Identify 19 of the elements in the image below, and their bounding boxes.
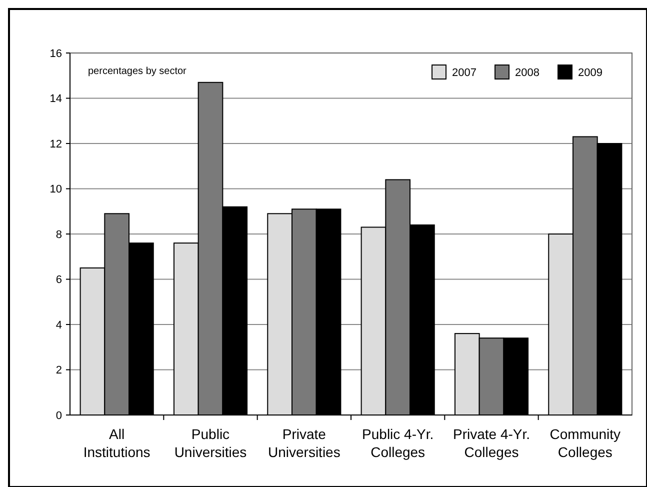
- x-tick-label: All Institutions: [83, 426, 150, 460]
- x-tick-label: Community Colleges: [550, 426, 621, 460]
- legend-label: 2009: [578, 66, 602, 79]
- y-tick-label: 0: [56, 410, 62, 422]
- y-tick-label: 12: [50, 138, 62, 150]
- y-tick-label: 8: [56, 228, 62, 241]
- annotation: percentages by sector: [88, 66, 188, 77]
- x-tick-label: Public 4-Yr. Colleges: [362, 426, 434, 460]
- x-tick-label: Public Universities: [174, 426, 247, 460]
- y-tick-label: 14: [50, 93, 62, 106]
- y-tick-label: 16: [50, 48, 62, 60]
- legend-label: 2007: [452, 66, 476, 79]
- y-tick-label: 6: [56, 274, 62, 286]
- y-tick-label: 10: [50, 184, 62, 196]
- y-tick-label: 4: [56, 319, 62, 332]
- x-tick-label: Private Universities: [268, 426, 340, 460]
- y-tick-label: 2: [56, 364, 62, 377]
- x-tick-label: Private 4-Yr. Colleges: [452, 426, 530, 460]
- legend-label: 2008: [515, 66, 540, 79]
